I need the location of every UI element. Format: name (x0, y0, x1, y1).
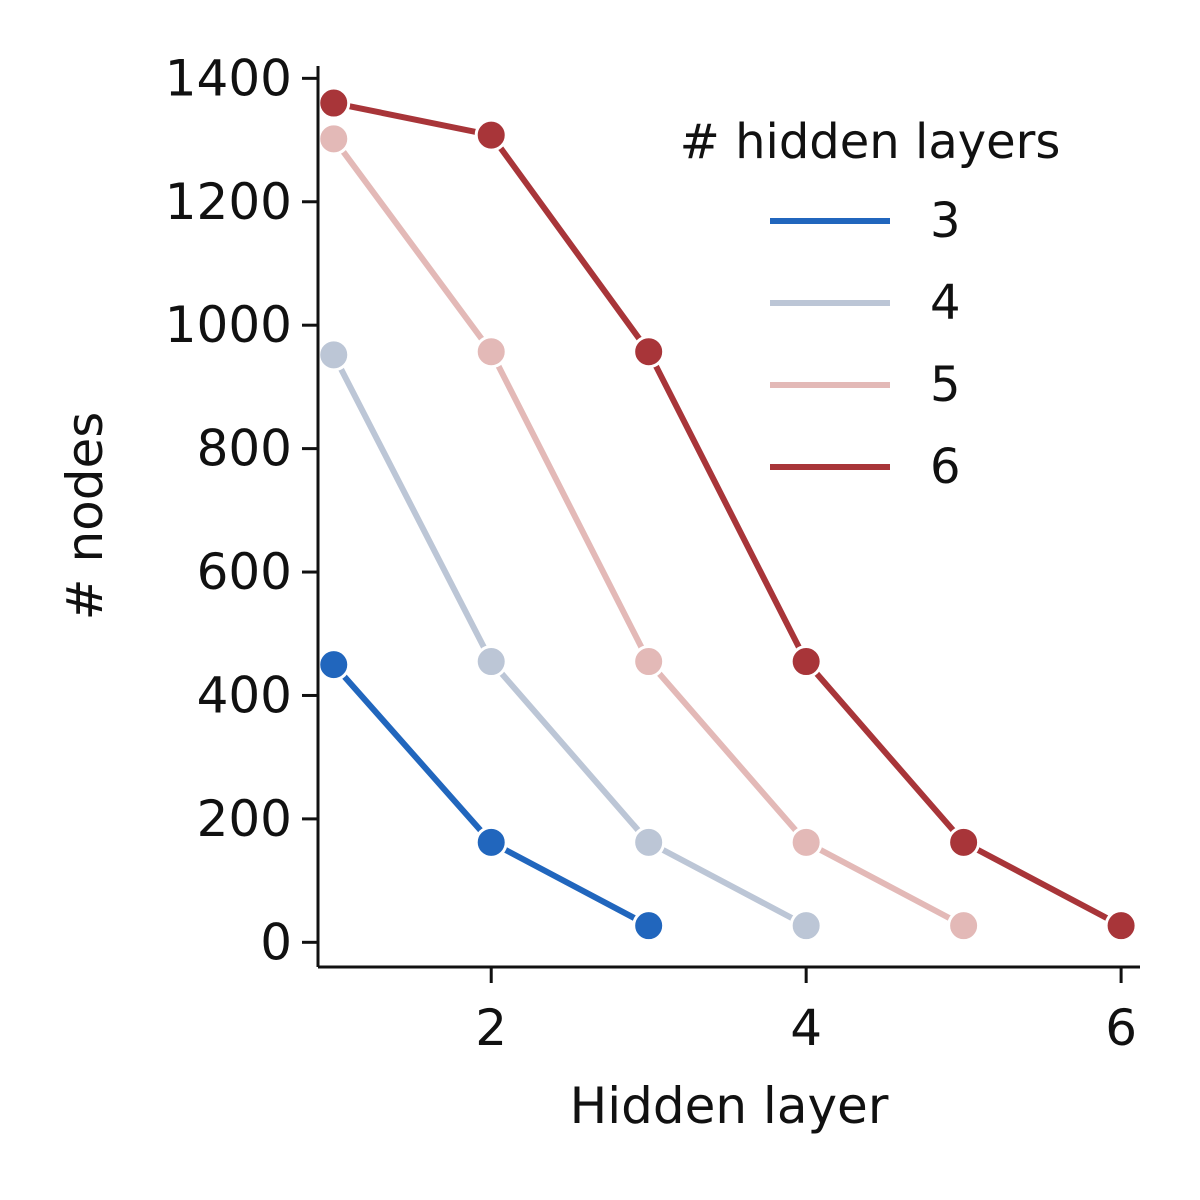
y-tick-label: 1400 (165, 49, 292, 107)
y-tick-label: 0 (260, 913, 292, 971)
legend-item-5: 5 (770, 357, 961, 413)
y-tick-label: 800 (197, 420, 292, 478)
series-line-5 (331, 137, 966, 929)
legend: # hidden layers 3 4 5 6 (680, 114, 1061, 495)
series-line-4 (331, 353, 808, 929)
legend-label: 5 (930, 357, 961, 413)
x-tick-label: 6 (1105, 999, 1137, 1057)
data-point (317, 122, 351, 156)
y-tick-label: 600 (197, 543, 292, 601)
data-point (632, 825, 666, 859)
y-tick-label: 200 (197, 790, 292, 848)
data-point (947, 825, 981, 859)
legend-item-3: 3 (770, 193, 961, 249)
series-5 (317, 122, 981, 943)
legend-item-4: 4 (770, 275, 961, 331)
axes: 0 200 400 600 800 1000 1200 1400 2 4 6 (165, 49, 1140, 1057)
data-point (632, 645, 666, 679)
series-3 (317, 648, 666, 943)
y-tick-label: 1000 (165, 296, 292, 354)
data-point (632, 335, 666, 369)
data-point (317, 86, 351, 120)
data-point (474, 825, 508, 859)
data-point (1104, 909, 1138, 943)
data-point (474, 335, 508, 369)
data-point (317, 338, 351, 372)
x-tick-label: 4 (790, 999, 822, 1057)
legend-item-6: 6 (770, 439, 961, 495)
legend-label: 6 (930, 439, 961, 495)
y-ticks: 0 200 400 600 800 1000 1200 1400 (165, 49, 318, 971)
series-4 (317, 338, 823, 943)
x-ticks: 2 4 6 (475, 967, 1137, 1057)
data-point (947, 909, 981, 943)
data-point (474, 645, 508, 679)
x-tick-label: 2 (475, 999, 507, 1057)
data-point (632, 909, 666, 943)
y-tick-label: 1200 (165, 173, 292, 231)
y-tick-label: 400 (197, 666, 292, 724)
legend-label: 4 (930, 275, 961, 331)
data-point (789, 825, 823, 859)
y-axis-label: # nodes (56, 412, 114, 621)
plot-lines (317, 86, 1138, 943)
series-line-3 (331, 662, 651, 929)
data-point (474, 118, 508, 152)
legend-title: # hidden layers (680, 114, 1061, 170)
x-axis-label: Hidden layer (570, 1077, 889, 1135)
series-line-6 (333, 100, 1123, 929)
data-point (789, 645, 823, 679)
data-point (789, 909, 823, 943)
series-6 (317, 86, 1138, 943)
legend-label: 3 (930, 193, 961, 249)
data-point (317, 648, 351, 682)
